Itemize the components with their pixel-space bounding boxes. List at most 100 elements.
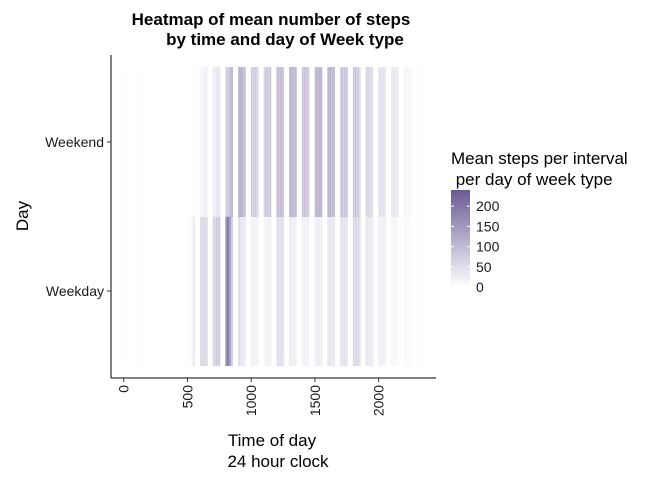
heatmap-cell (241, 67, 242, 217)
heatmap-cell (219, 67, 220, 217)
heatmap-cell (332, 67, 334, 217)
heatmap-cell (308, 67, 310, 217)
heatmap-cell (213, 67, 215, 217)
heatmap-cell (329, 67, 330, 217)
heatmap-cell (189, 216, 190, 366)
heatmap-cell (277, 67, 278, 217)
heatmap-cell (174, 216, 176, 366)
heatmap-cell (378, 216, 380, 366)
heatmap-cell (175, 67, 176, 217)
heatmap-cell (358, 67, 360, 217)
heatmap-cell (168, 67, 169, 217)
heatmap-cell (166, 67, 168, 217)
heatmap-cell (193, 67, 195, 217)
heatmap-cell (355, 216, 357, 366)
heatmap-cell (320, 67, 322, 217)
heatmap-cell (356, 216, 358, 366)
y-tick-label: Weekend (45, 134, 104, 150)
legend-color-bar (451, 190, 470, 287)
heatmap-cell (162, 216, 163, 366)
heatmap-cell (165, 67, 167, 217)
heatmap-cell (203, 216, 205, 366)
heatmap-cell (408, 67, 410, 217)
color-legend: Mean steps per interval per day of week … (451, 149, 628, 295)
heatmap-cell (162, 67, 164, 217)
heatmap-cell (175, 216, 176, 366)
heatmap-cell (289, 216, 291, 366)
heatmap-cell (422, 67, 424, 217)
heatmap-cell (302, 67, 304, 217)
heatmap-cell (238, 216, 240, 366)
heatmap-cell (368, 67, 370, 217)
heatmap-cell (212, 216, 214, 366)
legend-tick-label: 50 (476, 259, 492, 275)
heatmap-cell (265, 216, 267, 366)
heatmap-cell (205, 67, 207, 217)
heatmap-cell (129, 216, 131, 366)
heatmap-cell (340, 67, 341, 217)
heatmap-cell (290, 216, 292, 366)
heatmap-cell (410, 216, 412, 366)
heatmap-cell (333, 67, 335, 217)
heatmap-cell (244, 67, 246, 217)
heatmap-cell (155, 216, 157, 366)
heatmap-cell (384, 216, 385, 366)
heatmap-cell (191, 67, 193, 217)
heatmap-cell (404, 67, 406, 217)
heatmap-cell (355, 67, 357, 217)
heatmap-cell (370, 216, 371, 366)
heatmap-cell (189, 67, 190, 217)
heatmap-cell (403, 216, 405, 366)
heatmap-cell (125, 67, 127, 217)
heatmap-cell (331, 216, 332, 366)
heatmap-cell (370, 216, 372, 366)
heatmap-cell (420, 67, 422, 217)
heatmap-cell (291, 216, 292, 366)
heatmap-cell (293, 67, 295, 217)
heatmap-cell (343, 216, 345, 366)
heatmap-cell (255, 67, 256, 217)
heatmap-cell (190, 67, 191, 217)
heatmap-cell (150, 216, 152, 366)
heatmap-cell (372, 216, 374, 366)
heatmap-cell (254, 216, 256, 366)
heatmap-cell (303, 216, 304, 366)
heatmap-cell (315, 216, 316, 366)
heatmap-cell (213, 216, 215, 366)
heatmap-cell (353, 67, 355, 217)
x-tick-label: 2000 (371, 385, 387, 416)
heatmap-cell (315, 67, 316, 217)
heatmap-cell (356, 67, 358, 217)
heatmap-cell (180, 67, 182, 217)
heatmap-cell (289, 216, 290, 366)
heatmap-cell (177, 67, 179, 217)
heatmap-cell (340, 216, 342, 366)
heatmap-cell (316, 67, 318, 217)
legend-title-line-2: per day of week type (451, 170, 613, 189)
heatmap-cell (124, 216, 126, 366)
heatmap-cell (227, 67, 228, 217)
heatmap-cell (382, 67, 384, 217)
heatmap-cell (319, 216, 321, 366)
heatmap-cell (333, 216, 334, 366)
heatmap-cell (357, 216, 358, 366)
heatmap-cell (334, 67, 335, 217)
heatmap-cell (395, 216, 397, 366)
chart-title-line-1: Heatmap of mean number of steps (132, 10, 411, 29)
heatmap-cell (270, 67, 271, 217)
heatmap-cell (153, 216, 155, 366)
heatmap-cell (227, 216, 229, 366)
heatmap-cell (290, 67, 292, 217)
heatmap-cell (345, 67, 346, 217)
heatmap-cell (151, 216, 153, 366)
heatmap-cell (215, 216, 217, 366)
heatmap-cell (359, 67, 361, 217)
heatmap-cell (291, 67, 293, 217)
heatmap-cell (130, 216, 132, 366)
heatmap-cell (162, 216, 164, 366)
heatmap-cell (218, 216, 220, 366)
heatmap-cell (152, 216, 154, 366)
heatmap-cell (384, 216, 386, 366)
heatmap-cell (410, 216, 411, 366)
heatmap-cell (192, 67, 193, 217)
